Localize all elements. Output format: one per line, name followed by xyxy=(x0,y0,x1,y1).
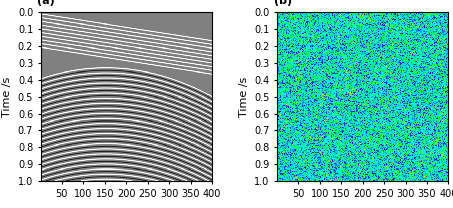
Text: (b): (b) xyxy=(274,0,292,6)
Text: (a): (a) xyxy=(37,0,55,6)
Y-axis label: Time /s: Time /s xyxy=(239,77,249,117)
Y-axis label: Time /s: Time /s xyxy=(2,77,12,117)
